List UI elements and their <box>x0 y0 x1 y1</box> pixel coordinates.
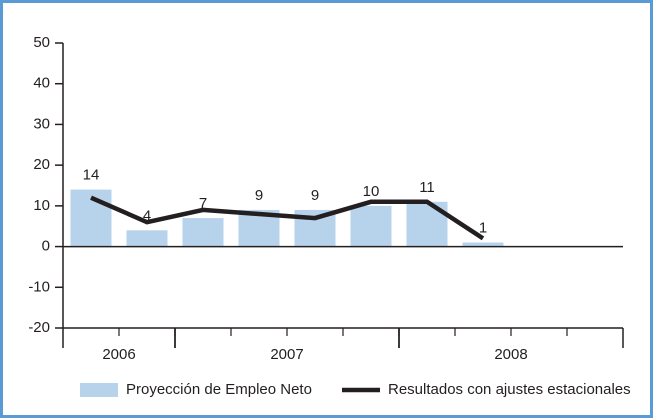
data-label: 9 <box>255 187 263 204</box>
data-label: 4 <box>143 207 151 224</box>
data-label: 7 <box>199 195 207 212</box>
group-label: 2008 <box>494 346 527 363</box>
group-label: 2007 <box>270 346 303 363</box>
legend-swatch <box>80 383 118 397</box>
y-tick-label: 20 <box>33 156 50 173</box>
bar <box>350 205 392 247</box>
data-label: 10 <box>363 183 380 200</box>
bar <box>462 242 504 247</box>
line <box>90 195 485 241</box>
bar <box>126 230 168 247</box>
data-label: 11 <box>419 179 435 196</box>
data-label: 14 <box>83 167 100 184</box>
data-label: 9 <box>311 187 319 204</box>
data-label: 1 <box>479 219 487 236</box>
bar <box>182 218 224 247</box>
y-tick-label: 10 <box>33 197 50 214</box>
legend-label: Proyección de Empleo Neto <box>126 381 312 398</box>
y-tick-label: 30 <box>33 115 50 132</box>
y-tick-label: 50 <box>33 34 50 51</box>
y-tick-label: -20 <box>28 319 50 336</box>
y-tick-label: 0 <box>42 238 50 255</box>
y-tick-label: 40 <box>33 75 50 92</box>
legend-label: Resultados con ajustes estacionales <box>388 381 631 398</box>
group-label: 2006 <box>102 346 135 363</box>
y-tick-label: -10 <box>28 278 50 295</box>
